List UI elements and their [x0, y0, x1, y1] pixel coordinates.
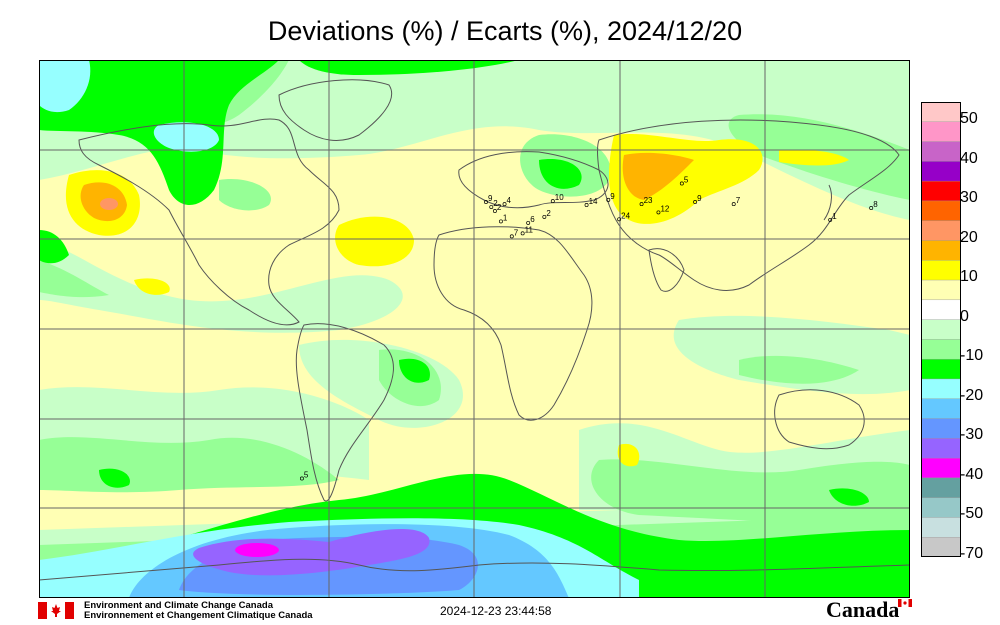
station-marker: 9 [693, 194, 702, 204]
legend-swatch [921, 240, 961, 261]
legend-colorbar [921, 102, 961, 557]
legend-label: 10 [960, 268, 978, 285]
legend-label: 30 [960, 189, 978, 206]
station-value: 9 [610, 192, 615, 201]
legend-swatch [921, 161, 961, 182]
org-name-fr: Environnement et Changement Climatique C… [84, 610, 313, 621]
field-yellow [65, 133, 849, 467]
station-marker: 1 [498, 213, 508, 224]
legend-swatch [921, 279, 961, 301]
station-value: 1 [503, 213, 508, 222]
station-marker: 2 [542, 209, 551, 219]
legend-label: -40 [960, 465, 984, 483]
generated-timestamp: 2024-12-23 23:44:58 [440, 604, 552, 618]
wordmark-flag-icon [898, 599, 912, 607]
station-marker: 1 [828, 212, 837, 222]
station-value: 23 [644, 196, 653, 205]
legend-swatch [921, 537, 961, 557]
station-value: 8 [873, 200, 878, 209]
station-marker: 10 [550, 193, 564, 204]
legend-swatch [921, 141, 961, 163]
legend-swatch [921, 477, 961, 499]
legend-label: 40 [960, 149, 978, 167]
station-value: 10 [555, 193, 564, 202]
coastlines [39, 79, 910, 581]
station-value: 9 [697, 194, 702, 203]
station-marker: 23 [639, 196, 653, 207]
station-marker: 11 [520, 225, 534, 236]
station-value: 9 [488, 194, 493, 203]
legend-swatch [921, 497, 961, 519]
legend-swatch [921, 398, 961, 420]
station-marker: 4 [502, 196, 512, 207]
footer-organization: Environment and Climate Change Canada En… [84, 601, 313, 621]
station-value: 24 [621, 211, 630, 220]
graticule [39, 60, 910, 598]
canada-wordmark: Canada [826, 597, 900, 622]
station-value: 7 [736, 196, 741, 205]
station-value: 14 [589, 197, 598, 206]
station-value: 5 [304, 470, 309, 479]
legend-label: -70 [960, 544, 984, 562]
station-marker: 5 [679, 175, 689, 186]
legend-swatch [921, 378, 961, 400]
station-marker: 7 [509, 228, 519, 239]
station-marker: 2 [489, 199, 498, 210]
station-value: 2 [493, 199, 498, 208]
legend-label: -30 [960, 426, 984, 443]
legend-swatch [921, 260, 961, 281]
station-value: 1 [832, 212, 837, 221]
canada-flag-icon [38, 602, 74, 619]
legend-swatch [921, 457, 961, 479]
legend-label: 50 [960, 110, 978, 127]
station-marker: 2 [492, 203, 502, 213]
station-marker: 12 [656, 204, 670, 215]
field-magenta [235, 543, 279, 557]
field-salmon [100, 198, 118, 210]
station-value: 6 [530, 215, 535, 224]
station-marker: 6 [526, 215, 535, 225]
station-value: 5 [684, 175, 689, 184]
legend-swatch [921, 102, 961, 123]
legend-swatch [921, 339, 961, 360]
station-marker: 5 [299, 470, 309, 481]
station-marker: 7 [731, 196, 741, 207]
legend-swatch [921, 438, 961, 459]
map-title: Deviations (%) / Ecarts (%), 2024/12/20 [267, 16, 743, 46]
station-value: 2 [497, 203, 502, 212]
legend-label: 0 [960, 307, 969, 325]
station-marker: 14 [584, 197, 598, 207]
legend-swatch [921, 299, 961, 321]
station-marker: 9 [484, 194, 493, 204]
station-marker: 9 [606, 192, 615, 202]
station-marker: 24 [617, 211, 631, 222]
legend-swatch [921, 319, 961, 341]
legend-label: -10 [960, 347, 984, 364]
station-value: 12 [660, 204, 669, 213]
legend-swatch [921, 358, 961, 380]
legend-swatch [921, 418, 961, 440]
field-violet [193, 529, 430, 576]
station-value: 2 [546, 209, 551, 218]
legend-swatch [921, 220, 961, 242]
legend-label: 20 [960, 228, 978, 246]
legend-label: -20 [960, 386, 984, 404]
legend-swatch [921, 517, 961, 538]
station-marker: 8 [869, 200, 878, 210]
legend-swatch [921, 180, 961, 202]
station-value: 7 [514, 228, 519, 237]
legend-swatch [921, 121, 961, 143]
station-value: 4 [507, 196, 512, 205]
legend-swatch [921, 200, 961, 222]
legend-label: -50 [960, 505, 984, 522]
station-value: 11 [525, 225, 534, 234]
org-name-en: Environment and Climate Change Canada [84, 600, 273, 611]
